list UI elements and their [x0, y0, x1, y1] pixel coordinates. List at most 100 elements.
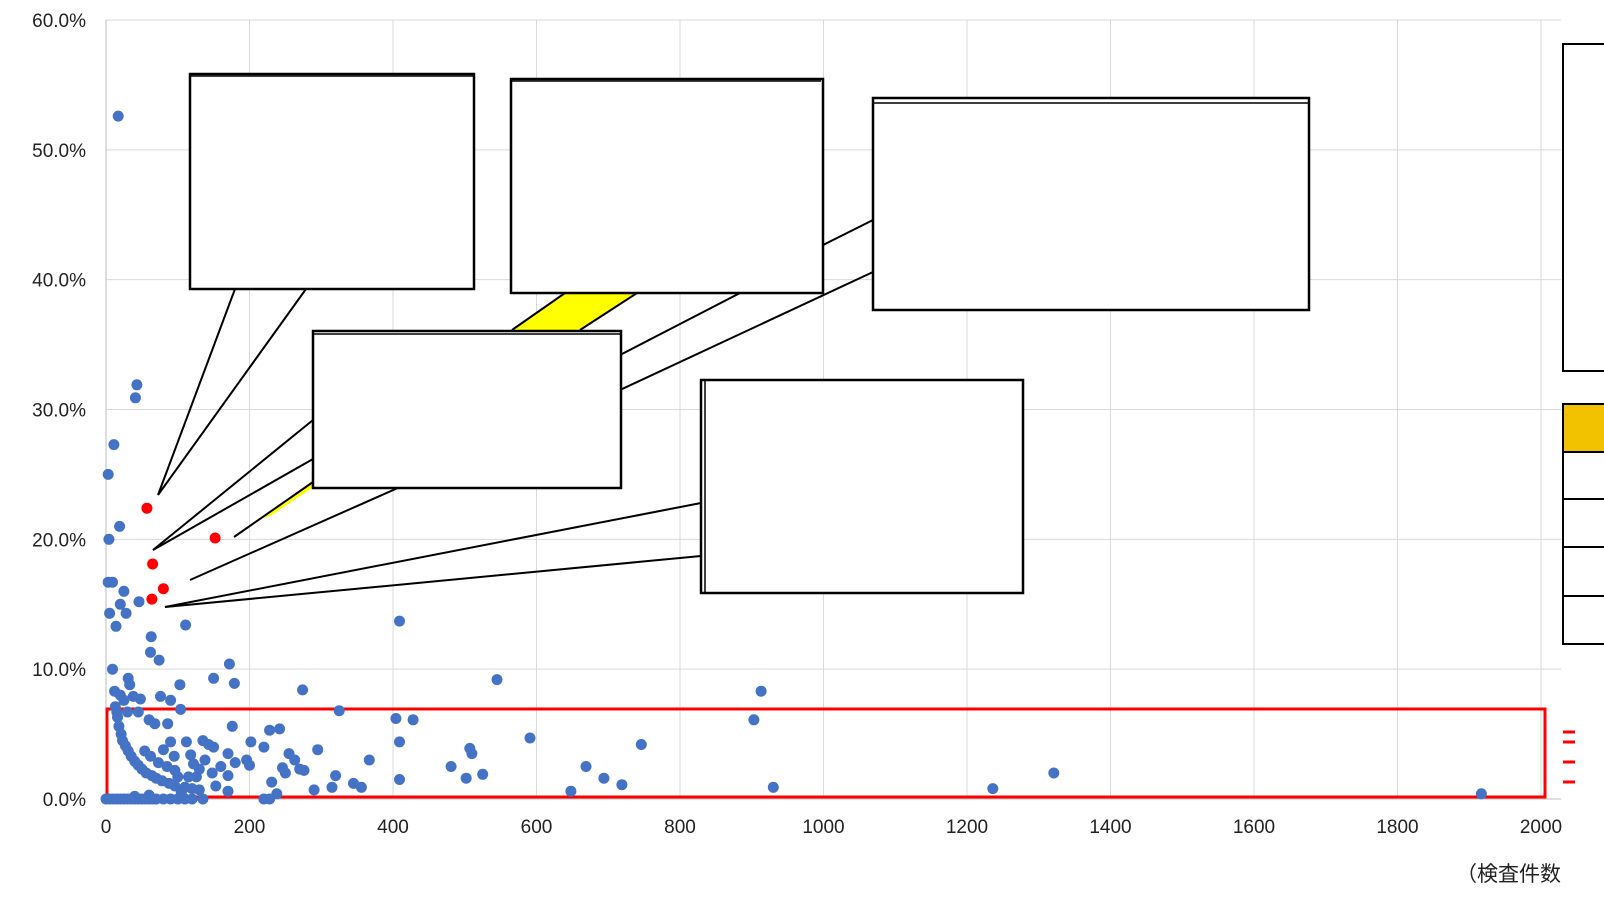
data-point: [222, 785, 234, 797]
data-point: [466, 748, 478, 760]
yellow-callout-fill-upper: [512, 293, 637, 330]
data-point: [185, 749, 197, 761]
data-point: [131, 379, 143, 391]
data-point: [133, 596, 145, 608]
data-point: [394, 736, 405, 748]
data-point: [326, 781, 338, 793]
data-point: [103, 533, 115, 545]
leader-line: [579, 292, 638, 331]
x-tick-label: 0: [101, 817, 112, 838]
x-tick-label: 2000: [1520, 817, 1562, 838]
leader-line: [164, 555, 702, 608]
data-point: [223, 658, 235, 670]
data-point: [363, 754, 375, 766]
leader-line: [152, 458, 314, 551]
data-point: [266, 776, 278, 788]
data-point: [222, 748, 234, 760]
data-point: [208, 741, 220, 753]
data-point: [108, 439, 120, 451]
data-point: [165, 694, 177, 706]
data-point: [102, 468, 114, 480]
y-tick-label: 60.0%: [32, 11, 86, 32]
side-legend-table: [1562, 43, 1604, 645]
data-point: [394, 615, 405, 627]
data-point: [274, 723, 286, 735]
data-point: [183, 771, 194, 783]
data-point: [114, 598, 126, 610]
highlight-point: [209, 532, 221, 544]
data-point: [162, 718, 174, 730]
data-point: [222, 770, 234, 782]
callout-box-4: [311, 329, 623, 490]
side-table-rows: [1562, 452, 1604, 645]
highlight-frame: [105, 707, 1547, 799]
data-point: [175, 703, 187, 715]
data-point: [118, 694, 130, 706]
x-tick-label: 1000: [802, 817, 844, 838]
highlight-point: [141, 502, 153, 514]
data-point: [755, 685, 767, 697]
side-box: [1562, 43, 1604, 372]
data-point: [524, 732, 536, 744]
data-point: [107, 663, 118, 675]
data-points: [100, 110, 1487, 805]
y-tick-label: 50.0%: [32, 141, 86, 162]
x-tick-label: 1800: [1376, 817, 1418, 838]
leader-line: [619, 271, 874, 391]
data-point: [157, 744, 169, 756]
data-point: [149, 718, 161, 730]
data-point: [112, 711, 123, 723]
data-point: [197, 793, 209, 805]
x-axis-title: （検査件数: [1456, 863, 1561, 886]
data-point: [228, 677, 240, 689]
data-point: [180, 619, 192, 631]
data-point: [155, 690, 166, 702]
highlight-point: [157, 583, 169, 595]
data-point: [264, 793, 276, 805]
leader-line: [157, 288, 307, 496]
data-point: [145, 631, 157, 643]
x-tick-label: 1200: [946, 817, 988, 838]
highlight-point: [147, 558, 159, 570]
data-point: [767, 781, 779, 793]
callout-leader-lines: [152, 219, 874, 608]
data-point: [172, 771, 184, 783]
leader-line: [233, 481, 314, 538]
data-point: [168, 750, 180, 762]
data-point: [145, 750, 156, 762]
data-point: [174, 679, 186, 691]
data-point: [180, 736, 192, 748]
y-axis-ticks: 0.0% 10.0% 20.0% 30.0% 40.0% 50.0% 60.0%: [32, 11, 86, 811]
data-point: [264, 724, 276, 736]
data-point: [407, 714, 419, 726]
data-point: [186, 793, 198, 805]
data-point: [635, 739, 647, 750]
data-point: [308, 784, 320, 796]
data-point: [1475, 788, 1487, 800]
leader-line: [619, 292, 741, 356]
x-tick-label: 1600: [1233, 817, 1275, 838]
callout-box-5: [699, 378, 1025, 595]
callout-box-3: [871, 96, 1311, 312]
data-point: [565, 785, 577, 797]
x-tick-label: 1400: [1089, 817, 1131, 838]
data-point: [208, 672, 220, 684]
clipped-red-label: [1563, 730, 1575, 784]
data-point: [394, 774, 405, 785]
leader-line: [152, 419, 314, 551]
data-point: [390, 713, 402, 724]
data-point: [120, 607, 132, 619]
data-point: [134, 693, 146, 705]
data-point: [1048, 767, 1060, 779]
callout-box-1: [188, 72, 476, 291]
data-point: [598, 772, 610, 784]
data-point: [114, 520, 126, 532]
data-point: [206, 767, 218, 779]
data-point: [132, 706, 144, 718]
data-point: [215, 761, 227, 772]
leader-line: [164, 502, 702, 608]
leader-line: [511, 292, 566, 331]
data-point: [110, 620, 122, 632]
data-point: [104, 607, 116, 619]
